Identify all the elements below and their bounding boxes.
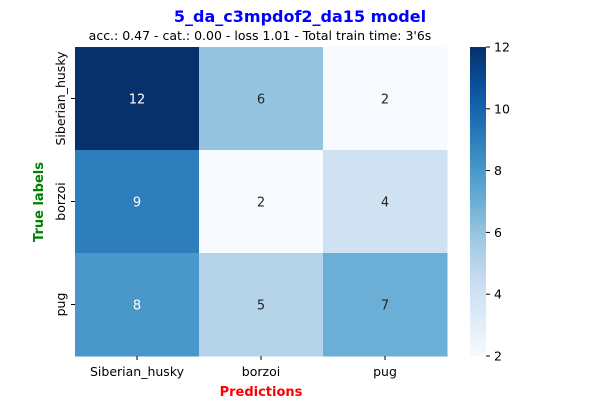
colorbar-tick-label: 10 — [494, 101, 510, 116]
y-tick-label: pug — [53, 293, 68, 317]
cell-value-label: 2 — [257, 196, 265, 211]
heatmap-cell — [199, 253, 324, 357]
cell-value-label: 6 — [257, 93, 265, 108]
heatmap-cell — [199, 47, 324, 151]
axis-ticks: Siberian_husky borzoi pugSiberian_huskybor… — [53, 51, 397, 379]
heatmap-cell — [199, 150, 324, 254]
heatmap-cell — [323, 47, 448, 151]
colorbar-tick-label: 4 — [494, 287, 502, 302]
cell-value-label: 12 — [129, 93, 146, 108]
cell-value-label: 9 — [133, 196, 141, 211]
chart-title: 5_da_c3mpdof2_da15 model — [174, 7, 426, 26]
y-axis-label: True labels — [32, 162, 47, 242]
x-tick-label: pug — [373, 364, 397, 379]
colorbar-tick-label: 6 — [494, 225, 502, 240]
cell-value-label: 4 — [381, 196, 389, 211]
y-tick-label: Siberian_husky — [53, 51, 68, 146]
heatmap-cell — [75, 150, 200, 254]
heatmap-cell — [323, 253, 448, 357]
x-tick-label: borzoi — [242, 364, 280, 379]
heatmap-cells: 12 6 2 9 2 4 8 5 7 — [75, 47, 448, 357]
cell-value-label: 5 — [257, 299, 265, 314]
colorbar-gradient — [470, 47, 486, 356]
colorbar: 2 4 6 8 10 12 — [470, 40, 510, 364]
cell-value-label: 7 — [381, 299, 389, 314]
heatmap-cell — [323, 150, 448, 254]
colorbar-tick-label: 8 — [494, 163, 502, 178]
colorbar-tick-label: 12 — [494, 40, 510, 55]
x-axis-label: Predictions — [220, 385, 303, 400]
cell-value-label: 2 — [381, 93, 389, 108]
x-tick-label: Siberian_husky — [90, 364, 185, 379]
y-tick-label: borzoi — [53, 182, 68, 220]
heatmap-cell — [75, 253, 200, 357]
cell-value-label: 8 — [133, 299, 141, 314]
chart-subtitle: acc.: 0.47 - cat.: 0.00 - loss 1.01 - To… — [89, 28, 432, 43]
colorbar-tick-label: 2 — [494, 349, 502, 364]
heatmap-cell — [75, 47, 200, 151]
